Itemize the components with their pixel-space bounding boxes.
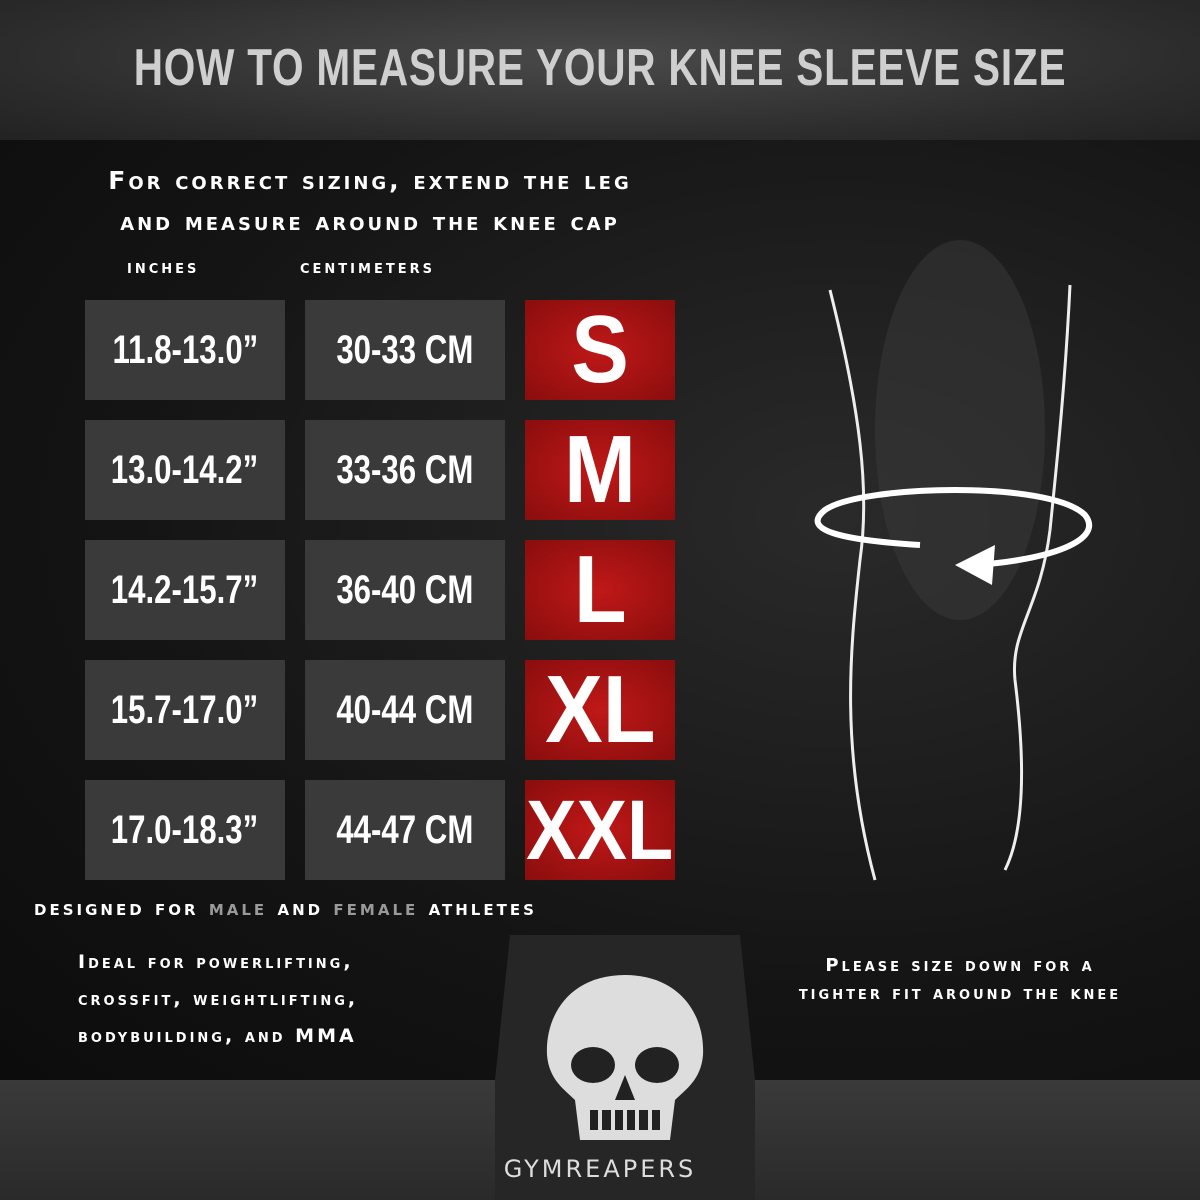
ideal-line: Ideal for powerlifting, [78,951,354,973]
cm-cell: 40-44 CM [305,660,505,760]
centimeters-header: centimeters [300,256,435,278]
ideal-text: Ideal for powerlifting, crossfit, weight… [78,944,358,1055]
cm-cell: 30-33 CM [305,300,505,400]
ideal-line: bodybuilding, and MMA [78,1025,357,1047]
cm-cell: 36-40 CM [305,540,505,640]
cm-cell: 44-47 CM [305,780,505,880]
inches-cell: 14.2-15.7” [85,540,285,640]
note-line: tighter fit around the knee [798,983,1122,1004]
header-band [0,0,1200,140]
inches-cell: 17.0-18.3” [85,780,285,880]
size-badge: XL [525,656,675,763]
cm-cell: 33-36 CM [305,420,505,520]
designed-text: designed for male and female athletes [34,896,537,920]
size-down-note: Please size down for a tighter fit aroun… [760,952,1160,1008]
knee-illustration [814,240,1093,881]
inches-cell: 15.7-17.0” [85,660,285,760]
size-badge: S [525,296,675,403]
note-line: Please size down for a [825,955,1095,976]
measure-arrow-icon [814,487,1093,568]
size-badge: L [525,536,675,643]
skull-logo-icon [546,975,704,1140]
inches-cell: 11.8-13.0” [85,300,285,400]
inches-cell: 13.0-14.2” [85,420,285,520]
size-badge: XXL [525,780,675,880]
brand-logo: GYMREAPERS [503,1155,697,1183]
ideal-line: crossfit, weightlifting, [78,988,359,1010]
intro-line: For correct sizing, extend the leg [108,166,632,195]
intro-line: and measure around the knee cap [120,207,620,236]
inches-header: inches [127,256,200,278]
intro-text: For correct sizing, extend the leg and m… [30,160,710,242]
page-title: HOW TO MEASURE YOUR KNEE SLEEVE SIZE [133,39,1067,97]
size-badge: M [525,416,675,523]
